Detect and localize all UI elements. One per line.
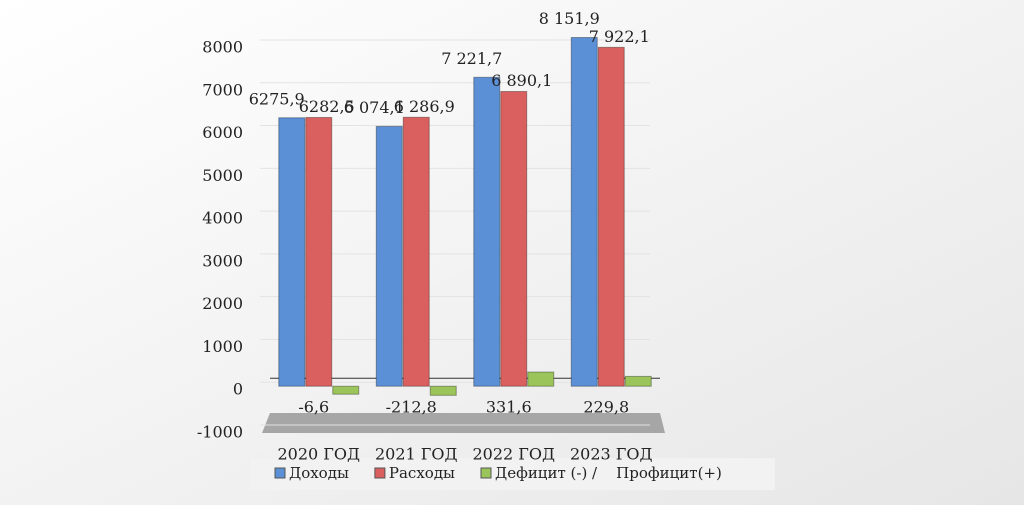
data-label: 6275,9 [249,89,305,108]
bar [570,37,598,387]
bar [597,46,625,387]
data-label: 6 890,1 [491,71,552,90]
data-label: -212,8 [386,398,437,417]
bar [429,385,457,396]
y-tick-label: 1000 [202,337,243,356]
bar [402,116,430,387]
floor [262,413,665,433]
legend-box [250,458,775,490]
bar [624,375,652,387]
y-tick-label: 6000 [202,123,243,142]
data-label: 229,8 [583,398,629,417]
x-tick-label: 2022 ГОД [472,445,555,464]
y-tick-label: 4000 [202,209,243,228]
data-label: 7 922,1 [589,27,650,46]
y-tick-label: 3000 [202,251,243,270]
bar [473,76,501,387]
y-tick-label: 8000 [202,38,243,57]
data-label: 8 151,9 [539,9,600,28]
x-tick-label: 2023 ГОД [570,445,653,464]
legend-label: Доходы [289,464,349,482]
bar [527,371,555,387]
data-label: 6 286,9 [394,97,455,116]
legend-swatch [274,467,286,479]
x-tick-label: 2021 ГОД [375,445,458,464]
data-label: 6282,5 [299,97,355,116]
x-tick-label: 2020 ГОД [277,445,360,464]
y-tick-label: 7000 [202,80,243,99]
bar [278,117,306,387]
bar [375,125,403,387]
data-label: -6,6 [298,398,329,417]
y-tick-label: 0 [233,380,243,399]
y-tick-label: 2000 [202,294,243,313]
legend-label: Дефицит (-) / Профицит(+) [495,464,722,482]
legend-label: Расходы [389,464,455,482]
y-tick-label: -1000 [197,423,243,442]
data-label: 6 074,1 [344,98,405,117]
data-label: 7 221,7 [441,49,502,68]
data-label: 331,6 [486,398,532,417]
bar [500,90,528,387]
bar [305,116,333,387]
legend-swatch [480,467,492,479]
bar [332,385,360,395]
y-tick-label: 5000 [202,166,243,185]
legend-swatch [374,467,386,479]
